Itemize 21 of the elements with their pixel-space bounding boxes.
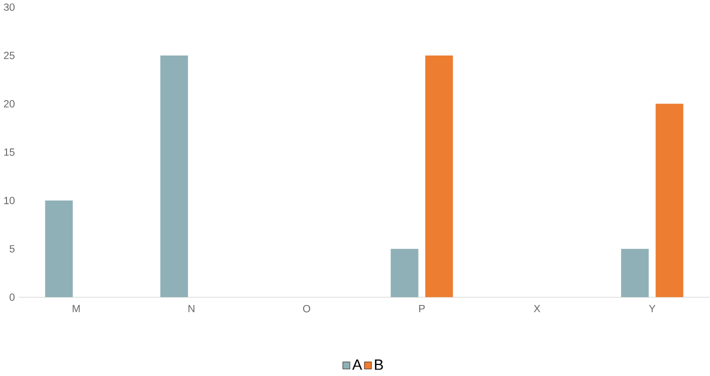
legend-label: B bbox=[374, 360, 383, 370]
x-tick-label: O bbox=[303, 305, 310, 313]
y-tick-label: 0 bbox=[10, 294, 15, 302]
bar bbox=[45, 200, 73, 298]
y-tick-label: 10 bbox=[4, 197, 15, 204]
bar bbox=[160, 56, 188, 298]
x-tick-label: M bbox=[72, 305, 80, 312]
y-tick-label: 30 bbox=[4, 4, 15, 12]
bar bbox=[425, 56, 453, 298]
bar bbox=[621, 249, 649, 298]
bar bbox=[656, 104, 684, 298]
y-tick-label: 15 bbox=[4, 148, 15, 156]
x-tick-label: Y bbox=[648, 305, 656, 312]
x-tick-label: X bbox=[534, 305, 540, 312]
y-tick-label: 20 bbox=[4, 100, 15, 108]
x-tick-label: N bbox=[188, 305, 194, 312]
x-tick-label: P bbox=[419, 305, 425, 312]
bar bbox=[390, 249, 418, 298]
y-tick-label: 25 bbox=[4, 52, 15, 60]
legend-label: A bbox=[352, 360, 362, 370]
y-tick-label: 5 bbox=[10, 245, 15, 253]
